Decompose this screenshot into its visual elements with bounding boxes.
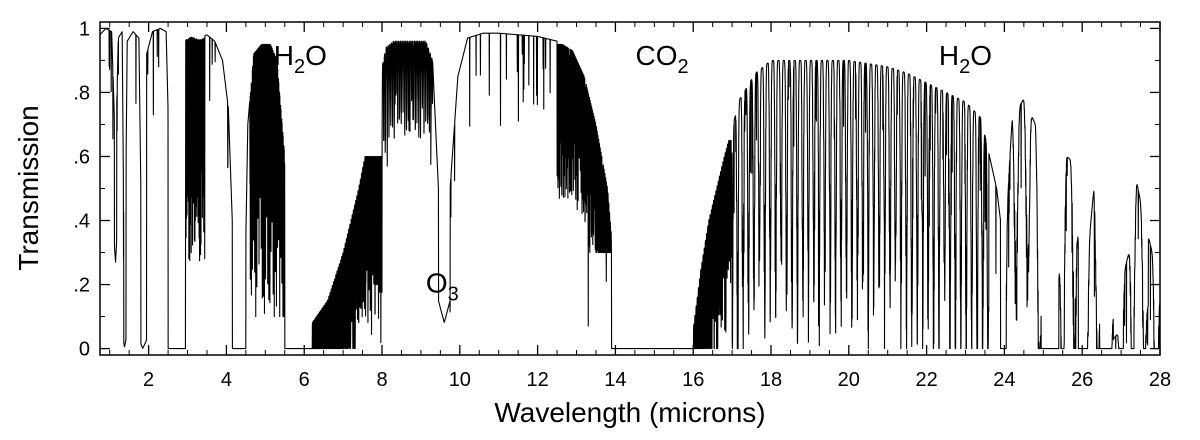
annotation-subscript: 2	[678, 56, 689, 78]
x-tick-label: 16	[682, 369, 704, 391]
annotation-subscript: 2	[959, 56, 970, 78]
annotation-base: O	[426, 268, 448, 299]
x-tick-label: 26	[1071, 369, 1093, 391]
y-axis-ticks: 0 .2 .4 .6 .8 1	[73, 18, 1160, 361]
y-tick-label: .8	[73, 82, 90, 104]
y-tick-label: .6	[73, 146, 90, 168]
transmission-spectrum-line	[99, 27, 1161, 350]
x-tick-label: 8	[376, 369, 387, 391]
x-tick-label: 10	[449, 369, 471, 391]
molecule-annotation: O3	[426, 268, 459, 306]
plot-area	[99, 21, 1161, 356]
x-tick-label: 22	[915, 369, 937, 391]
x-tick-label: 4	[221, 369, 232, 391]
molecule-annotation: CO2	[636, 40, 689, 78]
x-tick-label: 6	[299, 369, 310, 391]
x-tick-label: 24	[993, 369, 1015, 391]
x-tick-label: 14	[604, 369, 626, 391]
x-tick-label: 18	[760, 369, 782, 391]
y-axis-title: Transmission	[13, 105, 44, 270]
x-tick-label: 20	[838, 369, 860, 391]
annotation-tail: O	[970, 40, 992, 71]
y-tick-label: .2	[73, 275, 90, 297]
annotation-base: H	[274, 40, 294, 71]
x-axis-ticks: 2 4 6 8 10 12 14 16 18 20 22 24 26 28	[109, 22, 1171, 391]
molecule-annotation: H2O	[274, 40, 327, 78]
y-tick-label: 0	[79, 339, 90, 361]
y-tick-label: 1	[79, 18, 90, 40]
annotation-base: H	[939, 40, 959, 71]
molecule-annotation: H2O	[939, 40, 992, 78]
x-axis-title: Wavelength (microns)	[494, 397, 765, 428]
annotation-subscript: 2	[294, 56, 305, 78]
x-tick-label: 12	[526, 369, 548, 391]
annotation-subscript: 3	[448, 284, 459, 306]
annotation-base: CO	[636, 40, 678, 71]
y-tick-label: .4	[73, 211, 90, 233]
annotation-tail: O	[305, 40, 327, 71]
x-tick-label: 2	[143, 369, 154, 391]
x-tick-label: 28	[1149, 369, 1171, 391]
